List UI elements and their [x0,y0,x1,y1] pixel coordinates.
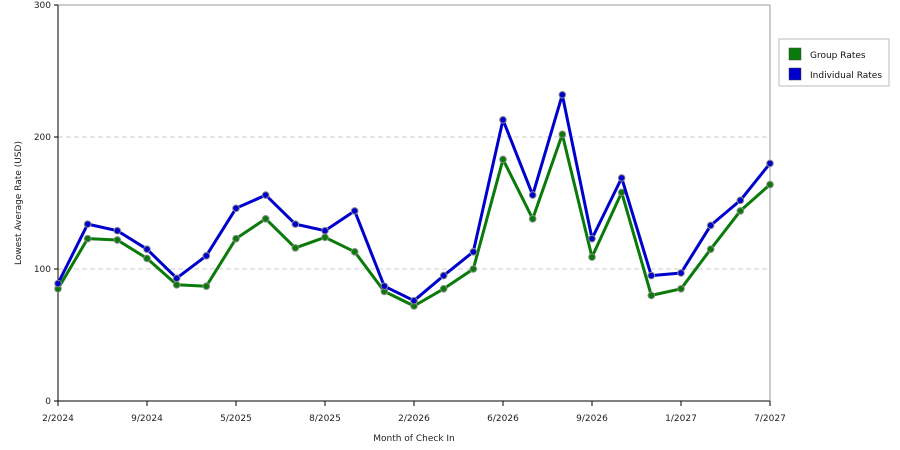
data-point [380,282,389,290]
x-tick-label: 6/2026 [487,414,519,424]
data-point [143,254,151,263]
data-point [736,196,745,205]
data-point [321,233,329,242]
data-point [172,281,181,289]
data-point [617,174,626,182]
x-tick-label: 8/2025 [309,414,341,424]
legend-label: Individual Rates [810,71,882,81]
data-point [202,282,211,290]
data-point [291,244,300,252]
legend-swatch [788,47,802,61]
data-point [528,191,537,199]
data-point [558,90,567,99]
data-point [499,155,507,164]
series-layer [54,90,774,310]
data-point [588,234,596,243]
x-tick-label: 5/2025 [220,414,252,424]
x-tick-label: 9/2026 [576,414,608,424]
data-point [677,285,685,293]
y-axis-title: Lowest Average Rate (USD) [14,141,24,265]
data-point [143,245,151,253]
data-point [350,207,359,215]
grid-lines [58,136,770,270]
y-tick-label: 100 [34,265,51,275]
data-point [706,245,715,253]
series-line [56,132,772,308]
data-point [528,215,537,223]
data-point [677,269,685,277]
data-point [439,271,448,280]
data-point [469,265,478,273]
data-point [83,234,92,243]
data-point [321,226,329,235]
series-line [56,93,772,303]
legend-swatch [788,67,802,81]
data-point [172,274,181,283]
legend: Group Rates Individual Rates [778,38,890,87]
y-tick-label: 200 [34,133,51,143]
data-point [202,252,211,260]
data-point [647,291,656,300]
data-point [736,207,745,215]
data-point [232,234,240,243]
x-tick-label: 9/2024 [131,414,163,424]
legend-label: Group Rates [810,51,866,61]
data-point [588,253,596,261]
x-tick-label: 7/2027 [754,414,786,424]
data-point [291,220,300,228]
axes: 0 100 200 300 2/2024 9/2024 5/2025 8/2025 2/2026… [14,1,786,444]
data-point [558,130,567,139]
data-point [766,180,774,189]
y-tick-label: 300 [34,1,51,11]
data-point [350,248,359,256]
data-point [261,215,270,223]
y-tick-label: 0 [45,397,51,407]
data-point [410,296,418,305]
data-point [261,191,270,199]
x-tick-label: 2/2026 [398,414,430,424]
data-point [439,285,448,293]
x-tick-label: 2/2024 [42,414,74,424]
data-point [766,159,774,168]
data-point [706,221,715,230]
data-point [232,204,240,213]
data-point [647,271,656,280]
series-group-rates [54,130,774,310]
x-axis-title: Month of Check In [373,434,455,444]
data-point [113,226,122,235]
x-tick-label: 1/2027 [665,414,697,424]
data-point [54,279,62,288]
data-point [499,116,507,124]
data-point [469,248,478,256]
data-point [83,220,92,228]
series-individual-rates [54,90,774,305]
data-point [113,236,122,244]
